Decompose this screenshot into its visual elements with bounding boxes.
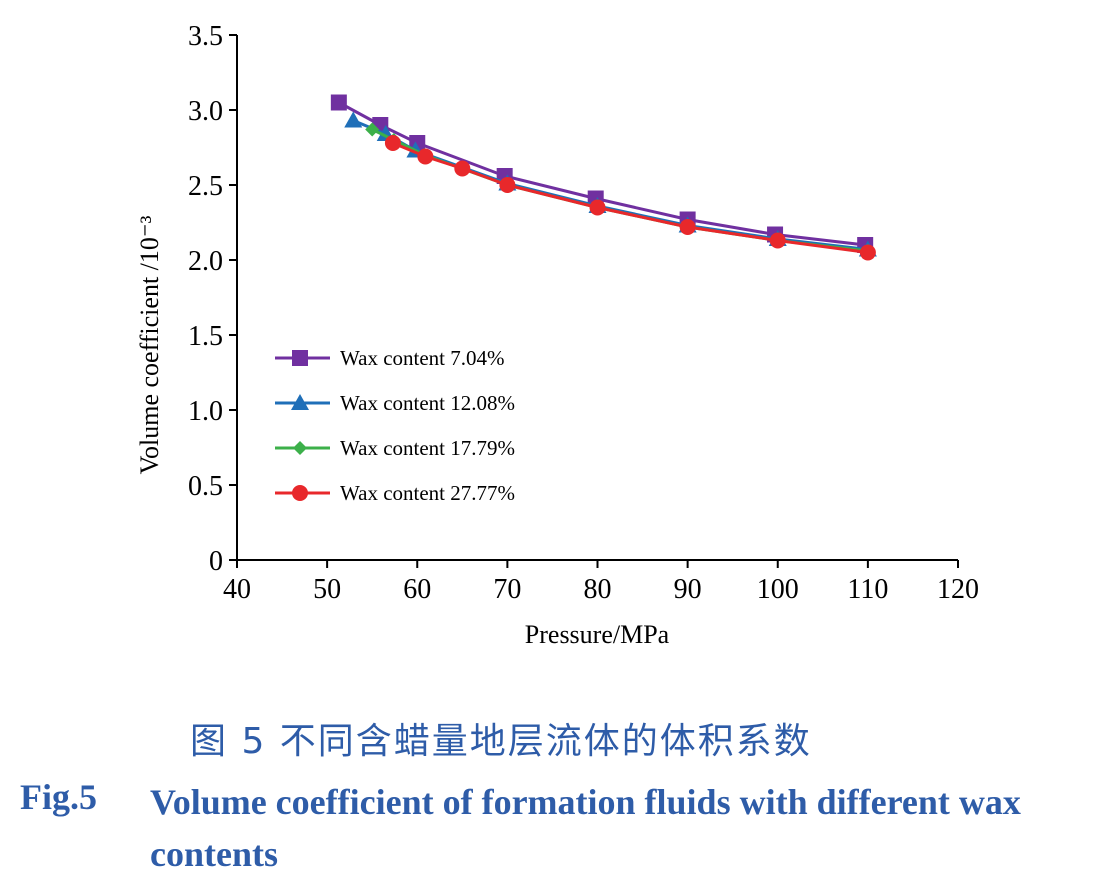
- data-point-circle: [384, 135, 401, 151]
- caption-english: Volume coefficient of formation fluids w…: [150, 782, 1021, 874]
- caption-figure-label: Fig.5: [20, 777, 97, 817]
- legend-label: Wax content 17.79%: [340, 436, 515, 460]
- legend-label: Wax content 7.04%: [340, 346, 505, 370]
- data-point-circle: [679, 219, 696, 235]
- data-point-square: [330, 94, 347, 111]
- y-tick-label: 0: [209, 546, 223, 577]
- x-tick-label: 80: [584, 574, 612, 605]
- series-line-3: [371, 128, 869, 253]
- y-tick-label: 1.5: [188, 321, 223, 352]
- x-tick-label: 110: [847, 574, 888, 605]
- x-tick-label: 100: [757, 574, 799, 605]
- data-point-circle: [454, 160, 471, 177]
- caption-chinese: 图 5 不同含蜡量地层流体的体积系数: [190, 721, 812, 762]
- legend-marker-diamond: [293, 441, 307, 455]
- legend-label: Wax content 12.08%: [340, 391, 515, 415]
- data-point-diamond: [365, 122, 380, 137]
- y-tick-label: 3.0: [188, 96, 223, 127]
- y-tick-label: 3.5: [188, 21, 223, 52]
- data-point-circle: [859, 244, 876, 261]
- x-tick-label: 40: [223, 574, 251, 605]
- legend-marker-triangle: [291, 394, 309, 410]
- chart: 40 50 60 70 80 90 100 110 120 0 0.5 1.0 1.5 2.0 2.5 3.0…: [135, 21, 979, 649]
- x-axis-label: Pressure/MPa: [525, 620, 670, 649]
- y-tick-label: 1.0: [188, 396, 223, 427]
- data-point-triangle: [344, 111, 363, 128]
- series-line-1: [338, 101, 866, 247]
- y-tick-label: 2.5: [188, 171, 223, 202]
- legend-label: Wax content 27.77%: [340, 481, 515, 505]
- series-line-2: [352, 119, 869, 251]
- data-point-circle: [499, 177, 516, 193]
- x-tick-label: 70: [493, 574, 521, 605]
- data-point-circle: [769, 232, 786, 249]
- x-tick-label: 50: [313, 574, 341, 605]
- x-tick-label: 60: [403, 574, 431, 605]
- data-point-circle: [589, 199, 606, 216]
- legend-marker-circle: [292, 485, 308, 501]
- y-tick-label: 2.0: [188, 246, 223, 277]
- legend-marker-square: [292, 350, 308, 366]
- y-axis-label: Volume coefficient /10⁻³: [135, 215, 164, 474]
- data-point-circle: [417, 148, 434, 165]
- y-tick-label: 0.5: [188, 471, 223, 502]
- x-tick-label: 90: [674, 574, 702, 605]
- x-tick-label: 120: [937, 574, 979, 605]
